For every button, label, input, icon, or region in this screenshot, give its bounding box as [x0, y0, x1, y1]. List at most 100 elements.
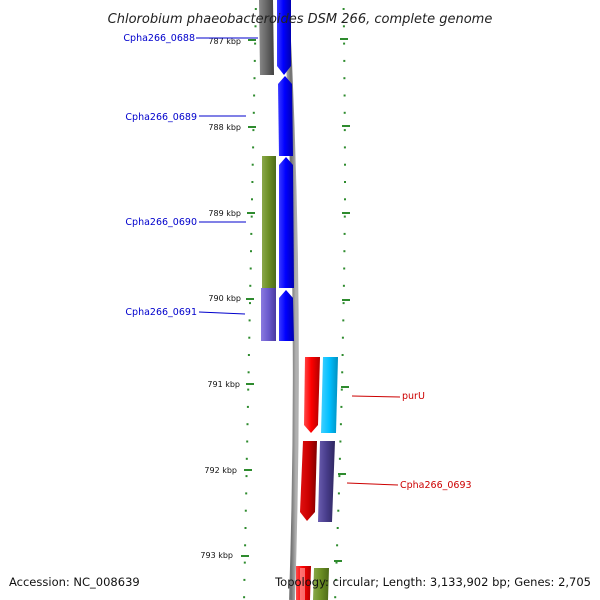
minor-tick	[340, 405, 343, 408]
minor-tick	[343, 77, 346, 80]
minor-tick	[244, 544, 247, 547]
minor-tick	[244, 527, 247, 529]
cds-arrow-purU[interactable]	[304, 357, 320, 433]
tick-track-outer	[334, 8, 346, 599]
tick-label-792: 792 kbp	[204, 466, 237, 475]
minor-tick	[253, 94, 256, 97]
minor-tick	[341, 336, 344, 339]
minor-tick	[334, 578, 337, 581]
gene-label-purU[interactable]: purU	[402, 391, 425, 402]
minor-tick	[250, 215, 253, 218]
minor-tick	[248, 336, 251, 339]
minor-tick	[247, 371, 250, 374]
reverse-cds-track	[296, 357, 320, 600]
gray-feature-block	[259, 0, 274, 75]
minor-tick	[253, 77, 256, 80]
minor-tick	[249, 267, 252, 270]
minor-tick	[340, 388, 343, 391]
minor-tick	[250, 232, 253, 235]
minor-tick	[338, 457, 341, 460]
minor-tick	[254, 25, 257, 28]
minor-tick	[343, 215, 346, 218]
gene-labels: Cpha266_0688 Cpha266_0689 Cpha266_0690 C…	[123, 33, 471, 491]
leader-cpha266-0693	[346, 482, 399, 486]
minor-tick	[248, 319, 251, 322]
minor-tick	[338, 475, 341, 478]
minor-tick	[335, 561, 338, 564]
minor-tick	[343, 111, 346, 114]
minor-tick	[252, 111, 255, 114]
feature-track-left	[259, 0, 276, 341]
minor-tick	[336, 544, 339, 547]
cds-arrow-cpha266-0691[interactable]	[279, 290, 294, 341]
gene-label-cpha266-0689[interactable]: Cpha266_0689	[125, 112, 197, 123]
feature-track-right	[313, 357, 338, 600]
minor-tick	[243, 578, 246, 581]
minor-tick	[341, 354, 344, 356]
minor-tick	[247, 354, 250, 356]
minor-tick	[245, 475, 248, 478]
minor-tick	[343, 94, 346, 97]
gene-label-cpha266-0690[interactable]: Cpha266_0690	[125, 217, 197, 228]
minor-tick	[343, 59, 346, 62]
minor-tick	[249, 302, 251, 305]
olive-feature-block-bottom	[313, 568, 329, 600]
cds-arrow-cpha266-0689[interactable]	[278, 76, 293, 156]
tick-label-788: 788 kbp	[208, 123, 241, 132]
map-title: Chlorobium phaeobacteroides DSM 266, com…	[108, 12, 493, 27]
minor-tick	[250, 250, 252, 253]
tick-track-inner	[243, 8, 257, 599]
cds-arrow-cpha266-0693[interactable]	[300, 441, 317, 521]
minor-tick	[343, 129, 346, 132]
minor-tick	[334, 596, 337, 599]
minor-tick	[344, 198, 346, 201]
minor-tick	[343, 42, 346, 45]
minor-tick	[251, 198, 253, 201]
gene-label-cpha266-0693[interactable]: Cpha266_0693	[400, 480, 472, 491]
navy-feature-block	[318, 441, 335, 522]
minor-tick	[343, 232, 346, 235]
minor-tick	[336, 527, 339, 529]
minor-tick	[251, 181, 254, 183]
minor-tick	[246, 405, 249, 408]
minor-tick	[253, 59, 256, 62]
minor-tick	[342, 25, 345, 28]
minor-tick	[244, 509, 247, 512]
gene-label-leaders	[196, 37, 401, 486]
minor-tick	[245, 457, 248, 460]
minor-tick	[251, 163, 254, 166]
minor-tick	[246, 440, 249, 443]
minor-tick	[341, 371, 344, 374]
minor-tick	[344, 181, 346, 183]
forward-cds-track	[277, 0, 294, 341]
gene-label-cpha266-0691[interactable]: Cpha266_0691	[125, 307, 197, 318]
gene-label-cpha266-0688[interactable]: Cpha266_0688	[123, 33, 195, 44]
minor-tick	[343, 146, 346, 149]
tick-label-790: 790 kbp	[208, 294, 241, 303]
minor-tick	[254, 42, 257, 45]
minor-tick	[339, 440, 342, 443]
minor-tick	[343, 267, 346, 270]
minor-tick	[254, 8, 257, 10]
tick-label-789: 789 kbp	[208, 209, 241, 218]
cds-light-bottom	[300, 568, 305, 600]
minor-tick	[252, 129, 255, 132]
minor-tick	[243, 596, 246, 599]
cyan-feature-block	[321, 357, 338, 433]
slate-feature-block	[261, 288, 276, 341]
minor-tick	[252, 146, 255, 149]
kbp-ticks: 787 kbp 788 kbp 789 kbp 790 kbp 791 kbp …	[200, 37, 350, 562]
tick-label-793: 793 kbp	[200, 551, 233, 560]
minor-tick	[343, 250, 346, 253]
cds-arrow-cpha266-0690[interactable]	[279, 157, 294, 288]
cds-arrow-cpha266-0688[interactable]	[277, 0, 291, 75]
minor-tick	[342, 302, 345, 305]
minor-tick	[342, 284, 345, 287]
minor-tick	[243, 561, 246, 564]
minor-tick	[249, 284, 252, 287]
minor-tick	[337, 509, 340, 512]
minor-tick	[245, 492, 248, 495]
tick-label-787: 787 kbp	[208, 37, 241, 46]
tick-label-791: 791 kbp	[207, 380, 240, 389]
